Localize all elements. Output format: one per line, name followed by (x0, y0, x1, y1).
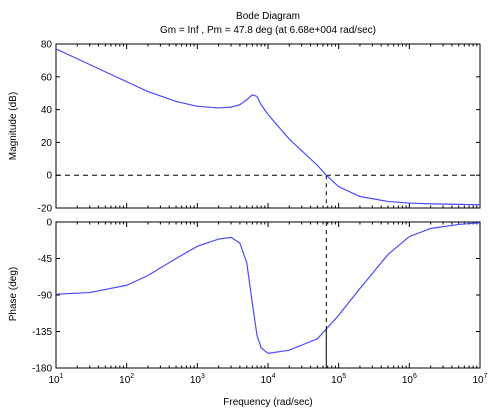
frequency-tick-label: 105 (331, 373, 346, 386)
magnitude-curve (55, 48, 481, 206)
phase-ytick-label: -45 (38, 254, 53, 265)
frequency-tick-label: 107 (472, 373, 487, 386)
magnitude-ytick-label: 40 (41, 105, 53, 116)
chart-title: Bode Diagram (236, 11, 300, 22)
phase-ytick-label: 0 (46, 218, 52, 229)
magnitude-ytick-label: 80 (41, 40, 53, 51)
phase-ytick-label: -180 (32, 364, 52, 375)
frequency-tick-label: 104 (260, 373, 275, 386)
magnitude-ytick-label: 20 (41, 138, 53, 149)
frequency-xlabel: Frequency (rad/sec) (223, 397, 312, 408)
phase-ytick-label: -135 (32, 327, 52, 338)
phase-curve (55, 222, 481, 355)
chart-subtitle: Gm = Inf , Pm = 47.8 deg (at 6.68e+004 r… (160, 25, 376, 36)
frequency-tick-label: 103 (190, 373, 205, 386)
frequency-tick-label: 101 (48, 373, 63, 386)
magnitude-ytick-label: 0 (46, 171, 52, 182)
frequency-tick-label: 102 (119, 373, 134, 386)
magnitude-ytick-label: 60 (41, 72, 53, 83)
magnitude-ylabel: Magnitude (dB) (8, 92, 19, 160)
magnitude-axes-frame (55, 43, 481, 209)
phase-ytick-label: -90 (38, 291, 53, 302)
frequency-tick-label: 106 (402, 373, 417, 386)
magnitude-ytick-label: -20 (38, 204, 53, 215)
phase-panel: -180 -135 -90 -45 0 101 102 103 104 105 106 107 (32, 218, 488, 387)
phase-axes-frame (55, 221, 481, 369)
phase-ylabel: Phase (deg) (8, 267, 19, 321)
magnitude-panel: -20 0 20 40 60 80 (38, 40, 481, 215)
